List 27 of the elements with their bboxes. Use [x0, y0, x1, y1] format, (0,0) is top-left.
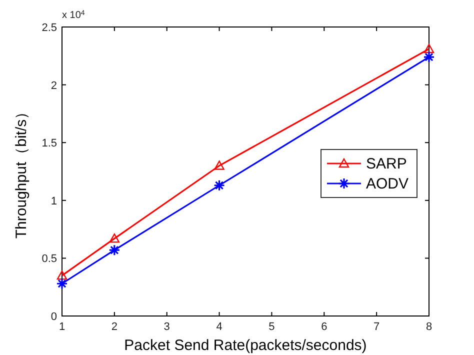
x-tick-label: 5: [268, 321, 275, 333]
x-tick-label: 3: [164, 321, 170, 333]
point: [214, 160, 224, 170]
point: [424, 44, 434, 54]
point: [109, 233, 120, 243]
x-axis-title: Packet Send Rate(packets/seconds): [124, 337, 367, 354]
x-tick-label: 7: [374, 321, 380, 333]
text: x 10$^{4}$: [62, 10, 85, 21]
legend-label: AODV: [366, 176, 409, 192]
point: [213, 180, 226, 192]
y-tick-label: 0.5: [42, 253, 57, 266]
x-tick-label: 8: [426, 321, 432, 333]
y-axis-title: Throughput（bit/s）: [13, 104, 30, 239]
x-tick-label: 6: [321, 321, 328, 333]
point: [56, 270, 68, 280]
y-tick-label: 0: [50, 311, 57, 323]
y-tick-label: 2.5: [42, 22, 57, 34]
x-tick-label: 4: [216, 321, 222, 333]
x-tick-label: 2: [111, 321, 118, 333]
x-tick-label: 1: [58, 321, 66, 333]
point: [423, 51, 435, 63]
point: [56, 278, 68, 290]
y-tick-label: 2: [50, 80, 57, 92]
y-tick-label: 1: [50, 195, 57, 208]
y-tick-label: 1.5: [42, 138, 57, 150]
point: [108, 244, 120, 256]
legend-label: SARP: [366, 156, 407, 172]
